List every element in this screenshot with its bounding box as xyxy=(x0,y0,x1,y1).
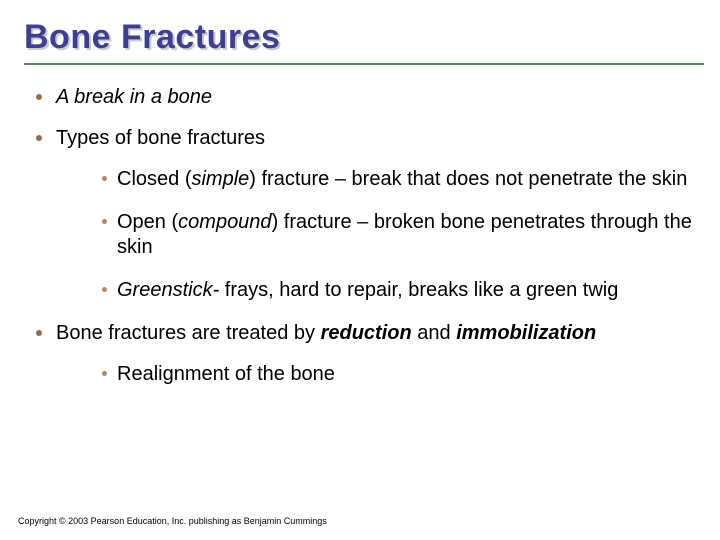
title-divider xyxy=(24,63,704,65)
text-span-italic: simple xyxy=(191,168,249,190)
bullet-dot-icon xyxy=(36,135,42,141)
bullet-level2: Open (compound) fracture – broken bone p… xyxy=(102,210,696,260)
text-span: Open ( xyxy=(117,211,178,233)
text-span: and xyxy=(412,322,456,344)
slide-title: Bone Fractures xyxy=(24,18,696,57)
text-span-bolditalic: reduction xyxy=(321,322,412,344)
bullet-dot-icon xyxy=(102,219,107,224)
bullet-text: Types of bone fractures xyxy=(56,126,265,151)
copyright-text: Copyright © 2003 Pearson Education, Inc.… xyxy=(18,516,327,526)
text-span: ) fracture – break that does not penetra… xyxy=(249,168,687,190)
bullet-dot-icon xyxy=(102,176,107,181)
bullet-dot-icon xyxy=(36,330,42,336)
bullet-level2: Realignment of the bone xyxy=(102,362,696,387)
text-span: Bone fractures are treated by xyxy=(56,322,321,344)
bullet-dot-icon xyxy=(36,94,42,100)
bullet-text: Open (compound) fracture – broken bone p… xyxy=(117,210,696,260)
bullet-text: Greenstick- frays, hard to repair, break… xyxy=(117,278,618,303)
bullet-level1: A break in a bone xyxy=(36,85,696,110)
bullet-level1: Bone fractures are treated by reduction … xyxy=(36,321,696,346)
text-span-italic: compound xyxy=(178,211,271,233)
bullet-level2: Closed (simple) fracture – break that do… xyxy=(102,167,696,192)
text-span-italic: Greenstick- xyxy=(117,279,219,301)
bullet-dot-icon xyxy=(102,287,107,292)
slide: Bone Fractures A break in a bone Types o… xyxy=(0,0,720,387)
text-span-bolditalic: immobilization xyxy=(456,322,596,344)
bullet-text: A break in a bone xyxy=(56,85,212,110)
bullet-text: Realignment of the bone xyxy=(117,362,335,387)
bullet-dot-icon xyxy=(102,371,107,376)
bullet-text: Bone fractures are treated by reduction … xyxy=(56,321,596,346)
text-span: Closed ( xyxy=(117,168,191,190)
text-span: frays, hard to repair, breaks like a gre… xyxy=(219,279,618,301)
bullet-level2: Greenstick- frays, hard to repair, break… xyxy=(102,278,696,303)
bullet-text: Closed (simple) fracture – break that do… xyxy=(117,167,687,192)
bullet-level1: Types of bone fractures xyxy=(36,126,696,151)
